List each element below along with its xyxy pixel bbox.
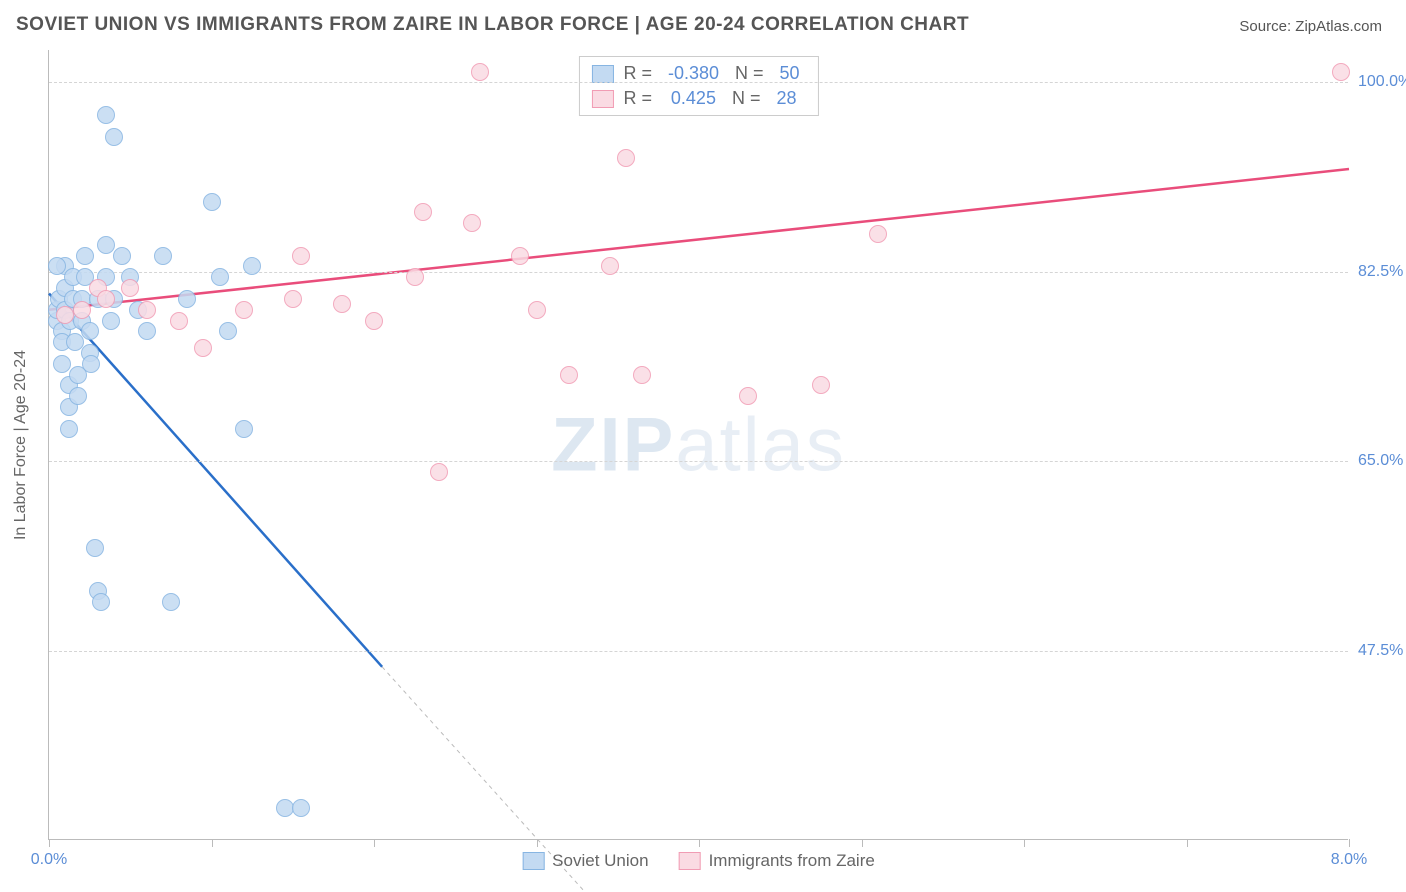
y-tick-label: 47.5% (1358, 642, 1398, 660)
x-tick (537, 839, 538, 847)
legend-item: Soviet Union (522, 851, 648, 871)
legend-swatch (522, 852, 544, 870)
data-point (97, 106, 115, 124)
data-point (81, 322, 99, 340)
gridline (49, 272, 1348, 273)
data-point (138, 322, 156, 340)
data-point (97, 290, 115, 308)
data-point (138, 301, 156, 319)
gridline (49, 82, 1348, 83)
source-prefix: Source: (1239, 18, 1295, 35)
x-tick (212, 839, 213, 847)
data-point (162, 593, 180, 611)
chart-title: SOVIET UNION VS IMMIGRANTS FROM ZAIRE IN… (16, 14, 969, 36)
legend-r-label: R = (623, 88, 652, 109)
y-tick-label: 100.0% (1358, 73, 1398, 91)
legend-r-label: R = (623, 63, 652, 84)
data-point (414, 203, 432, 221)
data-point (211, 268, 229, 286)
data-point (284, 290, 302, 308)
data-point (812, 376, 830, 394)
legend-n-value: 28 (770, 88, 802, 109)
legend-n-label: N = (732, 88, 761, 109)
y-axis-label: In Labor Force | Age 20-24 (12, 349, 30, 539)
data-point (113, 247, 131, 265)
data-point (560, 366, 578, 384)
data-point (178, 290, 196, 308)
x-tick (49, 839, 50, 847)
data-point (511, 247, 529, 265)
data-point (528, 301, 546, 319)
legend-series-name: Soviet Union (552, 851, 648, 871)
source-attribution: Source: ZipAtlas.com (1239, 18, 1382, 35)
y-tick-label: 65.0% (1358, 452, 1398, 470)
data-point (601, 257, 619, 275)
trend-line (49, 169, 1349, 310)
data-point (48, 257, 66, 275)
data-point (292, 247, 310, 265)
x-tick-label: 0.0% (31, 851, 67, 869)
data-point (243, 257, 261, 275)
gridline (49, 461, 1348, 462)
data-point (86, 539, 104, 557)
data-point (105, 128, 123, 146)
watermark-bold: ZIP (551, 402, 675, 487)
legend-row: R = 0.425 N = 28 (591, 86, 805, 111)
x-tick (374, 839, 375, 847)
x-tick (1024, 839, 1025, 847)
watermark: ZIPatlas (551, 401, 846, 488)
data-point (121, 279, 139, 297)
legend-n-label: N = (735, 63, 764, 84)
x-tick-label: 8.0% (1331, 851, 1367, 869)
correlation-legend: R = -0.380 N = 50 R = 0.425 N = 28 (578, 56, 818, 116)
legend-swatch (591, 65, 613, 83)
y-tick-label: 82.5% (1358, 263, 1398, 281)
x-tick (1349, 839, 1350, 847)
legend-series-name: Immigrants from Zaire (709, 851, 875, 871)
legend-swatch (591, 90, 613, 108)
data-point (82, 355, 100, 373)
data-point (154, 247, 172, 265)
data-point (203, 193, 221, 211)
data-point (333, 295, 351, 313)
data-point (471, 63, 489, 81)
data-point (292, 799, 310, 817)
scatter-plot: ZIPatlas In Labor Force | Age 20-24 R =-… (48, 50, 1348, 840)
gridline (49, 651, 1348, 652)
legend-swatch (679, 852, 701, 870)
data-point (235, 301, 253, 319)
source-link[interactable]: ZipAtlas.com (1295, 18, 1382, 35)
data-point (463, 214, 481, 232)
data-point (365, 312, 383, 330)
data-point (92, 593, 110, 611)
data-point (76, 247, 94, 265)
data-point (406, 268, 424, 286)
data-point (430, 463, 448, 481)
trend-lines-layer (49, 50, 1348, 839)
data-point (633, 366, 651, 384)
data-point (739, 387, 757, 405)
legend-r-value: -0.380 (662, 63, 725, 84)
legend-r-value: 0.425 (662, 88, 722, 109)
data-point (869, 225, 887, 243)
watermark-light: atlas (675, 402, 846, 487)
data-point (235, 420, 253, 438)
data-point (97, 236, 115, 254)
data-point (1332, 63, 1350, 81)
data-point (219, 322, 237, 340)
data-point (170, 312, 188, 330)
data-point (102, 312, 120, 330)
data-point (194, 339, 212, 357)
data-point (73, 301, 91, 319)
legend-item: Immigrants from Zaire (679, 851, 875, 871)
data-point (69, 387, 87, 405)
data-point (60, 420, 78, 438)
x-tick (1187, 839, 1188, 847)
legend-n-value: 50 (774, 63, 806, 84)
x-tick (699, 839, 700, 847)
data-point (53, 355, 71, 373)
series-legend: Soviet Union Immigrants from Zaire (522, 851, 875, 871)
x-tick (862, 839, 863, 847)
data-point (617, 149, 635, 167)
